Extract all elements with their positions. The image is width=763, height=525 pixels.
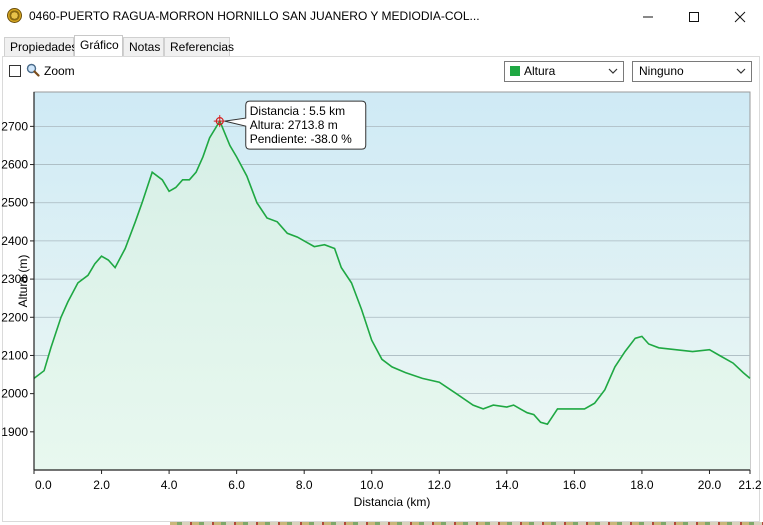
- y-tick-label: 2100: [1, 348, 28, 362]
- x-tick-label: 8.0: [296, 478, 313, 492]
- x-tick-label: 14.0: [495, 478, 519, 492]
- tooltip-slope: Pendiente: -38.0 %: [250, 132, 352, 146]
- tab-referencias[interactable]: Referencias: [164, 37, 234, 56]
- highlight-marker: [213, 115, 226, 128]
- tab-grafico[interactable]: Gráfico: [74, 35, 123, 57]
- window-title: 0460-PUERTO RAGUA-MORRON HORNILLO SAN JU…: [29, 9, 480, 23]
- minimize-icon: [643, 16, 653, 18]
- y-tick-label: 1900: [1, 425, 28, 439]
- y-tick-label: 2400: [1, 234, 28, 248]
- series-select-value: Altura: [524, 64, 556, 78]
- elevation-line: [33, 119, 751, 426]
- magnifier-icon: [26, 63, 40, 77]
- minimize-button[interactable]: [625, 0, 671, 33]
- title-bar: 0460-PUERTO RAGUA-MORRON HORNILLO SAN JU…: [0, 0, 763, 33]
- x-tick-label: 21.2: [738, 478, 762, 492]
- x-tick-label: 0.0: [35, 478, 52, 492]
- chevron-down-icon: [608, 68, 618, 74]
- x-tick-label: 6.0: [228, 478, 245, 492]
- tab-strip: Propiedades Gráfico Notas Referencias: [0, 35, 763, 57]
- zoom-checkbox[interactable]: [9, 65, 21, 77]
- chevron-down-icon: [736, 68, 746, 74]
- close-button[interactable]: [717, 0, 763, 33]
- y-tick-label: 2300: [1, 272, 28, 286]
- y-axis-label: Altura (m): [16, 255, 30, 308]
- y-tick-label: 2700: [1, 119, 28, 133]
- x-tick-label: 20.0: [698, 478, 722, 492]
- x-tick-label: 2.0: [93, 478, 110, 492]
- tooltip-box: [224, 100, 367, 150]
- maximize-button[interactable]: [671, 0, 717, 33]
- tooltip-distance: Distancia : 5.5 km: [250, 104, 345, 118]
- y-tick-label: 2500: [1, 196, 28, 210]
- y-tick-label: 2000: [1, 387, 28, 401]
- close-icon: [734, 11, 746, 23]
- series-select[interactable]: Altura: [504, 61, 624, 82]
- elevation-area: [34, 121, 750, 470]
- x-tick-label: 18.0: [630, 478, 654, 492]
- secondary-select[interactable]: Ninguno: [632, 61, 752, 82]
- data-tooltip: Distancia : 5.5 km Altura: 2713.8 m Pend…: [224, 100, 367, 150]
- x-axis-ticks: 0.0 2.0 4.0 6.0 8.0 10.0 12.0 14.0 16.0 18.0 20.0 2…: [33, 470, 762, 492]
- secondary-select-value: Ninguno: [639, 64, 684, 78]
- y-axis-ticks: 1900 2000 2100 2200 2300 2400 2500 2600 2700: [1, 119, 34, 439]
- background-map-strip: [170, 522, 763, 525]
- x-axis-label: Distancia (km): [354, 495, 431, 509]
- x-tick-label: 16.0: [563, 478, 587, 492]
- series-color-swatch: [510, 66, 520, 76]
- maximize-icon: [689, 12, 699, 23]
- tab-notas[interactable]: Notas: [123, 37, 164, 56]
- tooltip-altitude: Altura: 2713.8 m: [250, 118, 338, 132]
- elevation-chart[interactable]: 1900 2000 2100 2200 2300 2400 2500 2600 2700 0.0…: [0, 85, 763, 517]
- x-tick-label: 12.0: [428, 478, 452, 492]
- tab-propiedades[interactable]: Propiedades: [4, 37, 77, 56]
- zoom-label: Zoom: [44, 64, 75, 78]
- app-logo-icon: [7, 8, 22, 23]
- x-tick-label: 4.0: [161, 478, 178, 492]
- y-tick-label: 2200: [1, 310, 28, 324]
- x-tick-label: 10.0: [360, 478, 384, 492]
- y-tick-label: 2600: [1, 158, 28, 172]
